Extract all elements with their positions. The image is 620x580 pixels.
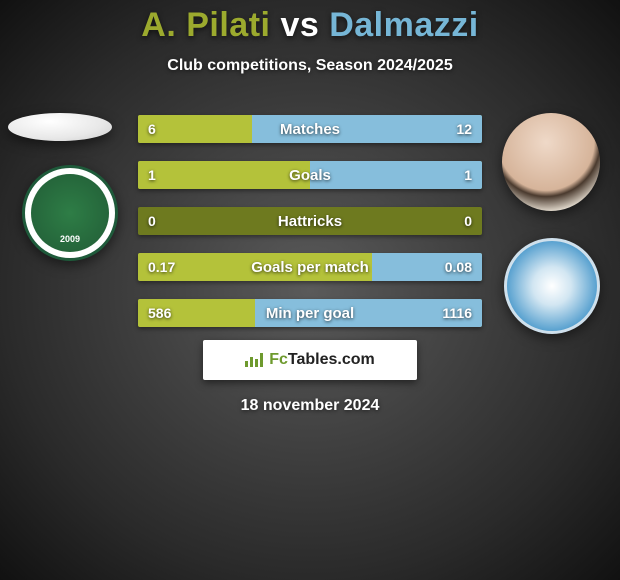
stat-value-right: 0 — [464, 207, 472, 235]
brand-prefix: Fc — [269, 351, 288, 368]
page-title: A. Pilati vs Dalmazzi — [0, 0, 620, 45]
subtitle: Club competitions, Season 2024/2025 — [0, 57, 620, 75]
stat-bar-right — [255, 299, 482, 327]
player1-club-badge: 2009 — [22, 165, 118, 261]
fctables-link[interactable]: FcTables.com — [203, 340, 417, 380]
stat-bar-right — [310, 161, 482, 189]
stat-bar-left — [138, 299, 255, 327]
player1-name: A. Pilati — [141, 6, 270, 44]
brand-text: FcTables.com — [269, 351, 375, 369]
bar-chart-icon — [245, 353, 263, 367]
player2-avatar — [502, 113, 600, 211]
vs-text: vs — [280, 6, 319, 44]
date-text: 18 november 2024 — [0, 397, 620, 415]
player2-name: Dalmazzi — [329, 6, 479, 44]
stat-bar-left — [138, 115, 252, 143]
stat-bar-right — [372, 253, 482, 281]
stat-bar-left — [138, 253, 372, 281]
stat-bar-left — [138, 161, 310, 189]
badge-left-year: 2009 — [25, 234, 115, 244]
stat-row: Goals per match0.170.08 — [138, 253, 482, 281]
stat-bars: Matches612 Goals11 Hattricks0 0 Goals per ma… — [138, 115, 482, 345]
player2-club-badge — [504, 238, 600, 334]
stat-label: Hattricks — [138, 207, 482, 235]
player1-avatar — [8, 113, 112, 141]
stat-value-left: 0 — [148, 207, 156, 235]
stat-row: Goals11 — [138, 161, 482, 189]
stat-row: Hattricks0 0 — [138, 207, 482, 235]
stat-row: Min per goal5861116 — [138, 299, 482, 327]
stat-row: Matches612 — [138, 115, 482, 143]
stat-bar-right — [252, 115, 482, 143]
brand-suffix: Tables.com — [288, 351, 375, 368]
